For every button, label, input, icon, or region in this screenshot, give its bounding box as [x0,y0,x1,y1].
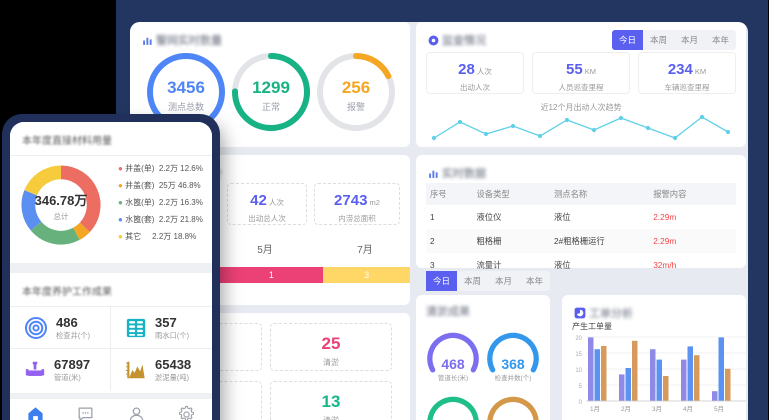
svg-text:4月: 4月 [683,405,693,413]
svg-text:3月: 3月 [652,405,662,413]
svg-text:2月: 2月 [621,405,631,413]
svg-text:20: 20 [575,336,582,342]
svg-text:5月: 5月 [714,405,724,413]
svg-text:5: 5 [579,384,583,390]
svg-text:10: 10 [575,368,582,374]
svg-text:15: 15 [575,352,582,358]
svg-text:1月: 1月 [590,405,600,413]
svg-text:0: 0 [579,400,583,406]
